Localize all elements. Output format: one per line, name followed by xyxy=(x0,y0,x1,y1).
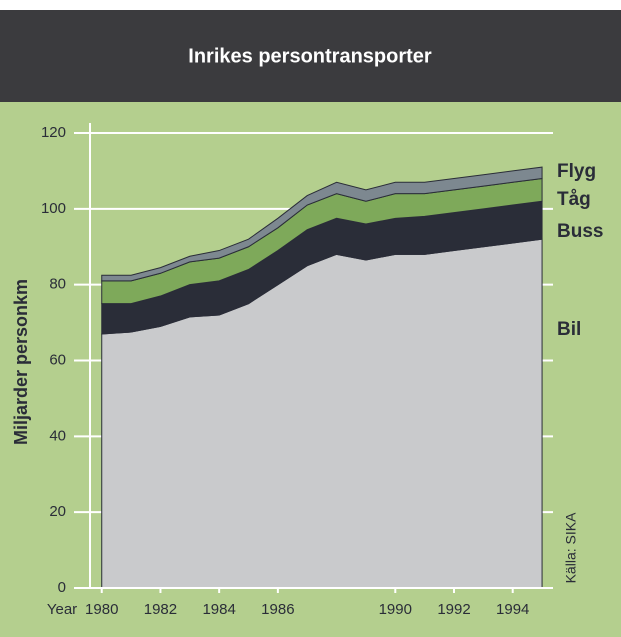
y-tick-label: 120 xyxy=(41,124,66,141)
x-tick-label: 1992 xyxy=(437,601,470,618)
series-label: Bil xyxy=(557,319,581,340)
y-tick-label: 100 xyxy=(41,200,66,217)
y-tick-label: 40 xyxy=(49,427,66,444)
y-tick-label: 20 xyxy=(49,503,66,520)
x-axis-label: Year xyxy=(47,601,77,618)
top-margin xyxy=(0,0,621,10)
chart-title: Inrikes persontransporter xyxy=(188,45,432,67)
source: Källa: SIKA xyxy=(563,512,579,583)
series-label: Buss xyxy=(557,221,603,242)
area xyxy=(101,166,543,282)
header xyxy=(0,10,621,102)
x-tick-label: 1980 xyxy=(85,601,118,618)
series-label: Flyg xyxy=(557,161,596,182)
y-axis-label: Miljarder personkm xyxy=(11,279,31,445)
y-tick-label: 80 xyxy=(49,276,66,293)
x-tick-label: 1990 xyxy=(379,601,412,618)
y-tick-label: 60 xyxy=(49,351,66,368)
axes xyxy=(74,123,553,593)
x-tick-label: 1984 xyxy=(202,601,235,618)
x-tick-label: 1986 xyxy=(261,601,294,618)
x-tick-label: 1982 xyxy=(144,601,177,618)
x-tick-label: 1994 xyxy=(496,601,529,618)
areas xyxy=(101,166,543,589)
y-tick-label: 0 xyxy=(58,579,66,596)
series-label: Tåg xyxy=(557,189,591,210)
